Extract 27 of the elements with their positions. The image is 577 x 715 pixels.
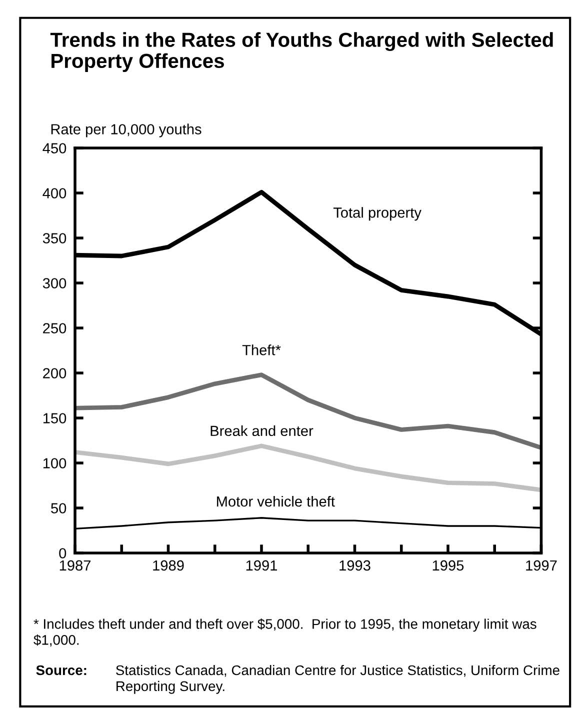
series-label: Break and enter xyxy=(210,425,314,436)
series-label: Theft* xyxy=(242,344,281,356)
x-tick-label: 1993 xyxy=(340,560,370,571)
y-tick-label: 50 xyxy=(51,503,66,514)
line-series xyxy=(75,444,542,492)
text: * Includes theft under and theft over $5,000. Prior to 1995, the monetary limit was $1,000. xyxy=(34,618,536,646)
series-label: Motor vehicle theft xyxy=(217,496,335,507)
y-tick-label: 100 xyxy=(43,458,66,468)
series-label: Total property xyxy=(333,207,422,221)
text: Statistics Canada, Canadian Centre for Justice Statistics, Uniform Crime Reporting Survey. xyxy=(116,664,560,694)
x-tick-label: 1987 xyxy=(60,560,90,571)
line-series xyxy=(75,372,542,450)
y-tick-label: 400 xyxy=(42,188,66,198)
chart-title: Trends in the Rates of Youths Charged with Selected Property Offences xyxy=(50,32,553,72)
y-tick-label: 0 xyxy=(59,548,66,558)
x-tick-label: 1997 xyxy=(526,560,557,571)
y-tick-label: 300 xyxy=(42,278,66,288)
y-tick-label: 200 xyxy=(43,368,66,378)
x-tick-label: 1995 xyxy=(432,560,464,571)
x-tick-label: 1989 xyxy=(153,560,184,571)
y-tick-label: 150 xyxy=(43,413,66,424)
y-tick-label: 250 xyxy=(43,323,66,334)
source-note: Source: xyxy=(36,665,86,676)
y-tick-label: 350 xyxy=(42,233,66,244)
y-tick-label: 450 xyxy=(42,143,66,154)
x-tick-label: 1991 xyxy=(246,560,278,571)
y-axis-title: Rate per 10,000 youths xyxy=(51,124,202,138)
